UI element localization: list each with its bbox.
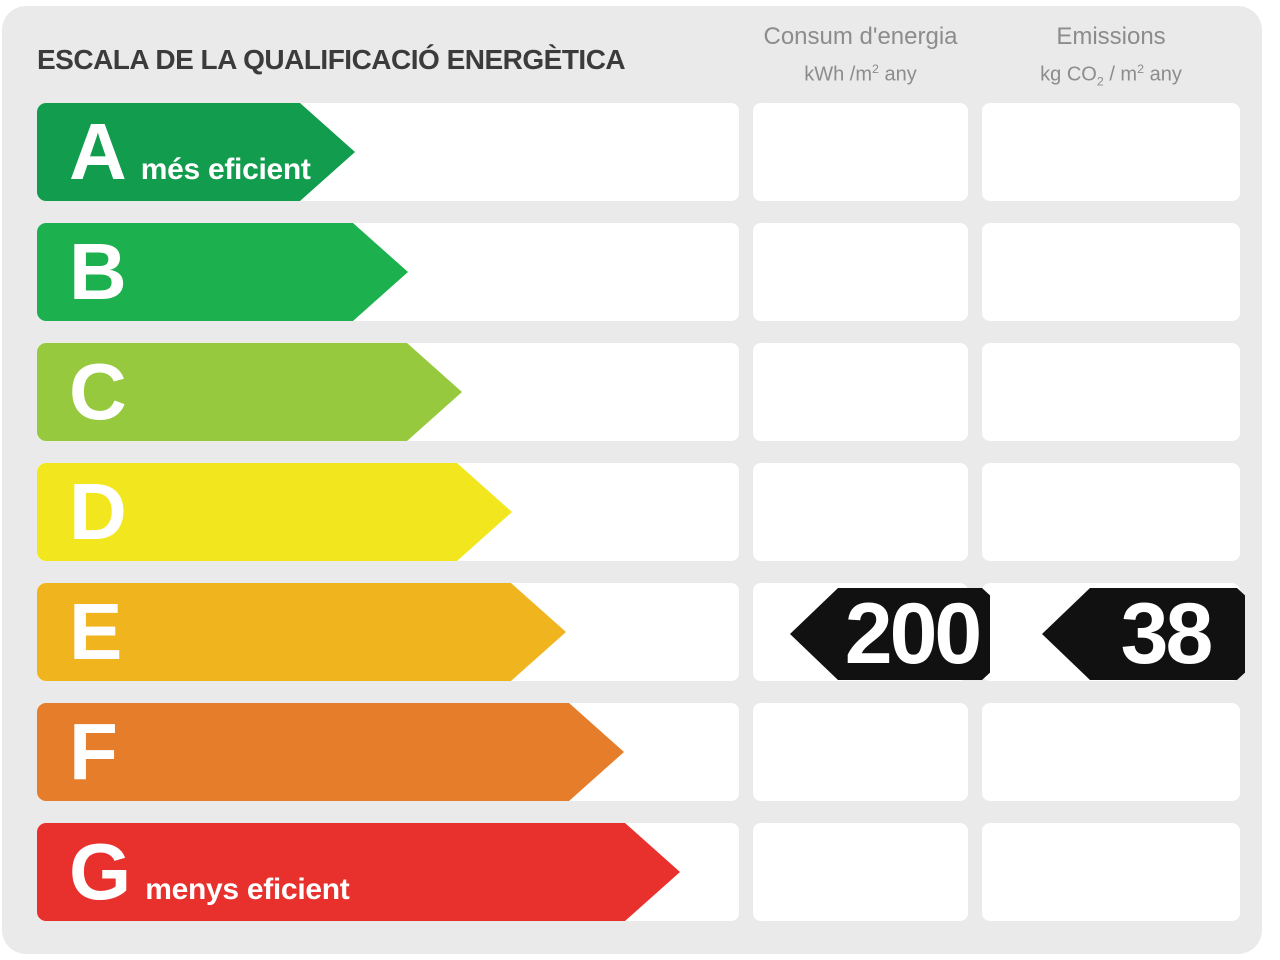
emissions-cell (982, 823, 1240, 921)
emissions-cell (982, 103, 1240, 201)
rating-bar-b: B (37, 223, 408, 321)
consumption-value-badge: 200 (790, 588, 990, 680)
consumption-cell (753, 103, 968, 201)
consumption-cell (753, 703, 968, 801)
consumption-unit: kWh /m2 any (804, 62, 917, 86)
rating-bar-a: A més eficient (37, 103, 355, 201)
rating-bar-f: F (37, 703, 624, 801)
emissions-value-badge: 38 (1042, 588, 1245, 680)
rating-rows: A més eficient B C (2, 103, 1262, 943)
rating-letter: B (69, 227, 127, 316)
rating-bar-d: D (37, 463, 512, 561)
consumption-cell (753, 463, 968, 561)
emissions-cell (982, 463, 1240, 561)
rating-qualifier: més eficient (140, 153, 311, 186)
emissions-cell (982, 703, 1240, 801)
rating-row-a: A més eficient (2, 103, 1262, 201)
emissions-unit: kg CO2 / m2 any (1040, 62, 1182, 89)
consumption-value: 200 (844, 586, 980, 682)
column-header-consumption: Consum d'energia kWh /m2 any (753, 22, 968, 88)
energy-scale-panel: ESCALA DE LA QUALIFICACIÓ ENERGÈTICA Con… (2, 6, 1262, 954)
rating-bar-g: G menys eficient (37, 823, 680, 921)
rating-bar-c: C (37, 343, 462, 441)
consumption-cell (753, 343, 968, 441)
column-header-emissions: Emissions kg CO2 / m2 any (982, 22, 1240, 95)
rating-qualifier: menys eficient (145, 873, 350, 906)
emissions-cell (982, 343, 1240, 441)
rating-letter: C (69, 347, 127, 436)
emissions-cell (982, 223, 1240, 321)
rating-row-c: C (2, 343, 1262, 441)
consumption-label: Consum d'energia (763, 23, 958, 50)
emissions-value: 38 (1120, 586, 1211, 682)
rating-letter: F (69, 707, 118, 796)
consumption-cell (753, 223, 968, 321)
emissions-label: Emissions (1056, 23, 1166, 50)
rating-row-d: D (2, 463, 1262, 561)
rating-row-b: B (2, 223, 1262, 321)
rating-letter: G (69, 827, 132, 916)
consumption-cell (753, 823, 968, 921)
rating-letter: D (69, 467, 127, 556)
page-title: ESCALA DE LA QUALIFICACIÓ ENERGÈTICA (37, 44, 626, 75)
rating-bar-e: E (37, 583, 566, 681)
rating-row-g: G menys eficient (2, 823, 1262, 921)
rating-letter: E (69, 587, 123, 676)
rating-row-f: F (2, 703, 1262, 801)
rating-letter: A (69, 107, 127, 196)
